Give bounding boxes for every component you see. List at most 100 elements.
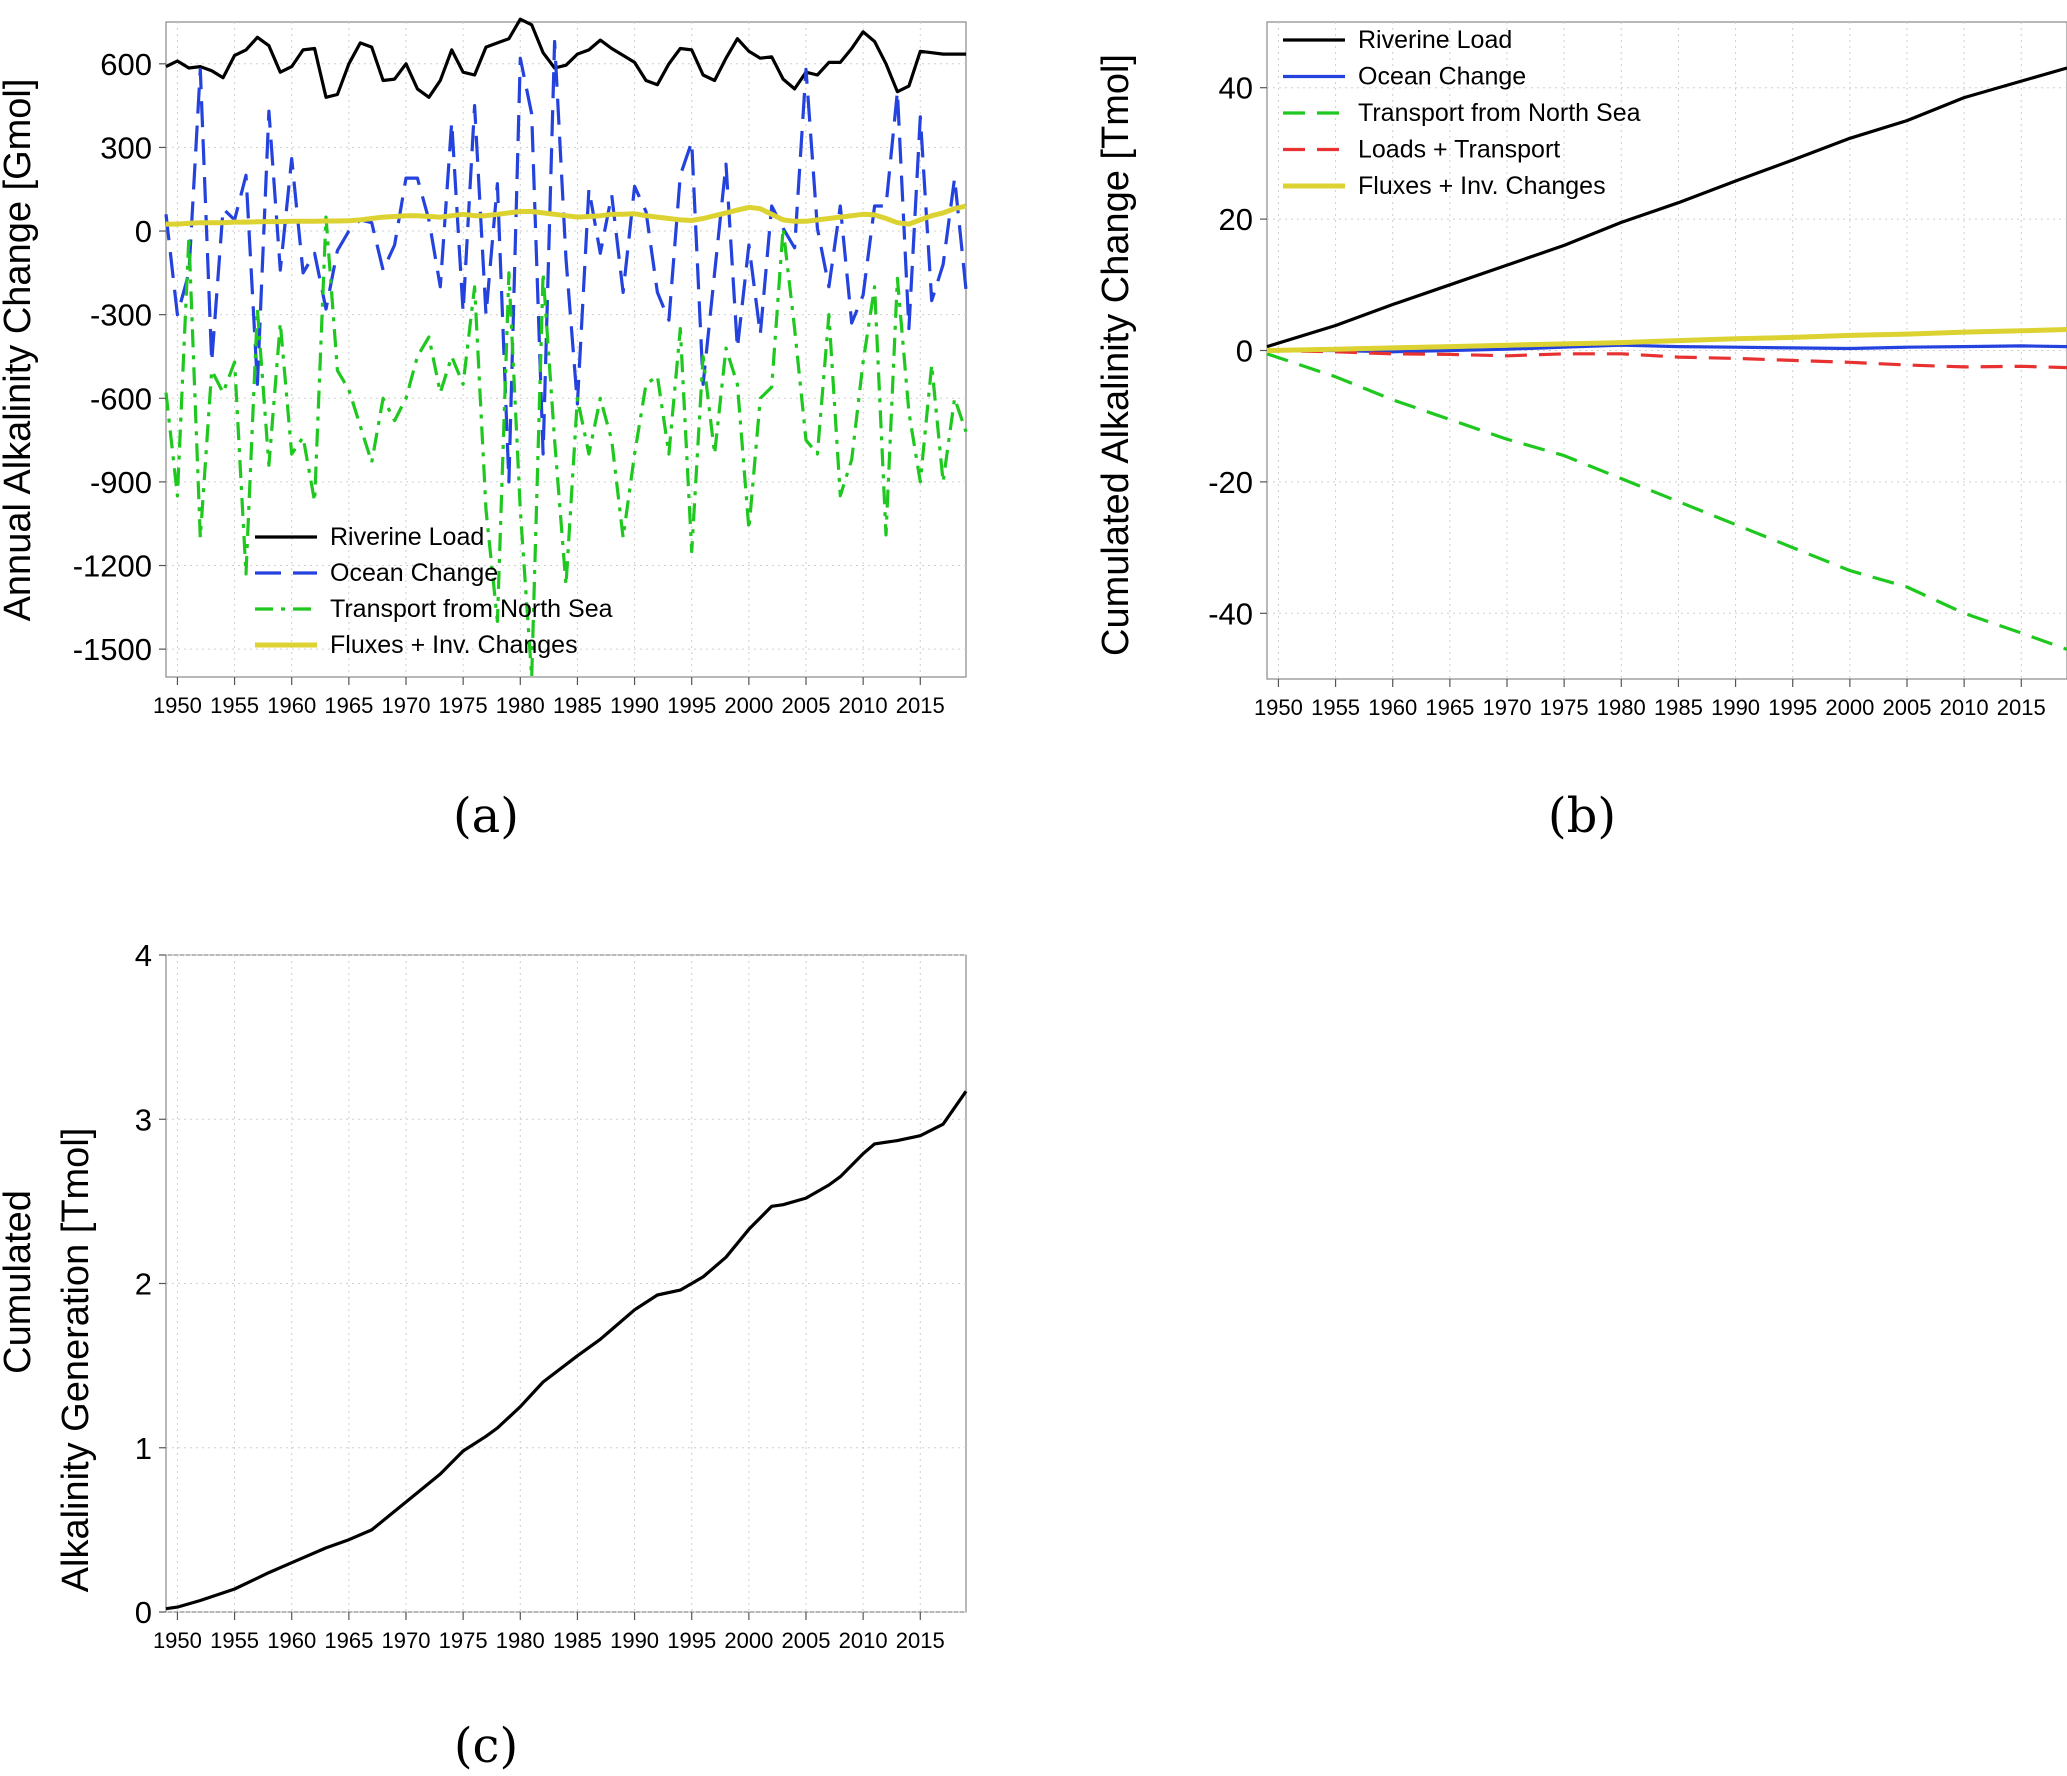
x-tick-label: 1965 — [324, 693, 373, 718]
x-tick-label: 2000 — [724, 1628, 773, 1653]
x-tick-label: 1955 — [210, 693, 259, 718]
x-tick-label: 2015 — [896, 693, 945, 718]
x-tick-label: 1955 — [1311, 695, 1360, 720]
panel-c-caption: (c) — [454, 1718, 518, 1774]
x-tick-label: 1950 — [153, 693, 202, 718]
legend-label: Fluxes + Inv. Changes — [330, 631, 578, 659]
x-tick-label: 1975 — [439, 1628, 488, 1653]
x-tick-label: 1960 — [267, 693, 316, 718]
panel-c-y-ticks: 4 3 2 1 0 — [135, 938, 166, 1630]
y-tick-label: 4 — [135, 938, 152, 973]
series-line-riverine-load — [165, 17, 966, 99]
y-tick-label: 40 — [1219, 71, 1253, 106]
x-tick-label: 1990 — [610, 693, 659, 718]
panel-c-grid — [166, 954, 966, 1613]
x-tick-label: 1985 — [1654, 695, 1703, 720]
y-tick-label: 2 — [135, 1267, 152, 1302]
x-tick-label: 2000 — [724, 693, 773, 718]
x-tick-label: 1965 — [324, 1628, 373, 1653]
panel-c-chart: 4 3 2 1 0 1950 1955 1960 1965 1970 1975 1980 1985 19… — [0, 938, 968, 1774]
x-tick-label: 2005 — [782, 693, 831, 718]
legend-label: Riverine Load — [1358, 26, 1512, 54]
legend-label: Fluxes + Inv. Changes — [1358, 172, 1606, 200]
legend-label: Transport from North Sea — [1358, 99, 1641, 127]
series-line-riverine-load — [1266, 66, 2067, 349]
y-tick-label: -300 — [90, 298, 152, 333]
x-tick-label: 1970 — [382, 693, 431, 718]
x-tick-label: 2015 — [896, 1628, 945, 1653]
x-tick-label: 2010 — [839, 693, 888, 718]
x-tick-label: 2010 — [839, 1628, 888, 1653]
panel-b-y-axis-label: Cumulated Alkalinity Change [Tmol] — [1095, 54, 1137, 656]
x-tick-label: 2010 — [1940, 695, 1989, 720]
legend-label: Transport from North Sea — [330, 595, 613, 623]
x-tick-label: 2000 — [1825, 695, 1874, 720]
panel-a-y-axis-label: Annual Alkalinity Change [Gmol] — [0, 79, 39, 622]
y-tick-label: -1500 — [73, 632, 152, 667]
legend-label: Riverine Load — [330, 523, 484, 551]
y-tick-label: -20 — [1208, 465, 1253, 500]
y-tick-label: 0 — [135, 214, 152, 249]
x-tick-label: 1980 — [496, 1628, 545, 1653]
panel-c-series — [165, 1090, 968, 1611]
panel-b-x-ticks: 1950 1955 1960 1965 1970 1975 1980 1985 1990 1995… — [1254, 679, 2046, 720]
x-tick-label: 1985 — [553, 693, 602, 718]
x-tick-label: 1995 — [667, 1628, 716, 1653]
x-tick-label: 1960 — [1368, 695, 1417, 720]
series-line-loads-transport — [1266, 348, 2067, 370]
panel-c-y-axis-label-line1: Cumulated — [0, 1190, 39, 1374]
x-tick-label: 1970 — [1483, 695, 1532, 720]
y-tick-label: -600 — [90, 381, 152, 416]
x-tick-label: 1980 — [496, 693, 545, 718]
x-tick-label: 1965 — [1425, 695, 1474, 720]
panel-c-x-ticks: 1950 1955 1960 1965 1970 1975 1980 1985 1990 1995… — [153, 1612, 945, 1653]
y-tick-label: 1 — [135, 1431, 152, 1466]
x-tick-label: 1980 — [1597, 695, 1646, 720]
x-tick-label: 1970 — [382, 1628, 431, 1653]
panel-b-y-ticks: 40 20 0 -20 -40 — [1208, 71, 1267, 631]
x-tick-label: 1960 — [267, 1628, 316, 1653]
x-tick-label: 1985 — [553, 1628, 602, 1653]
panel-a-legend: Riverine Load Ocean Change Transport from … — [255, 523, 613, 659]
x-tick-label: 1950 — [153, 1628, 202, 1653]
y-tick-label: 20 — [1219, 202, 1253, 237]
x-tick-label: 2005 — [1883, 695, 1932, 720]
y-tick-label: 0 — [1236, 334, 1253, 369]
panel-a-grid — [166, 22, 966, 677]
panel-b-chart: 40 20 0 -20 -40 1950 1955 1960 1965 1970 1975 1980… — [1095, 21, 2067, 844]
series-line-ocean-change — [1267, 343, 2067, 354]
series-line-fluxes-inv-changes — [166, 203, 967, 227]
x-tick-label: 1995 — [667, 693, 716, 718]
panel-a-x-ticks: 1950 1955 1960 1965 1970 1975 1980 1985 1990 1995… — [153, 677, 945, 718]
x-tick-label: 1995 — [1768, 695, 1817, 720]
y-tick-label: 0 — [135, 1595, 152, 1630]
panel-b-caption: (b) — [1548, 788, 1616, 844]
legend-label: Ocean Change — [1358, 63, 1526, 91]
y-tick-label: -900 — [90, 465, 152, 500]
panel-c-y-axis-label-line2: Alkalinity Generation [Tmol] — [55, 1128, 97, 1593]
panel-a-caption: (a) — [453, 788, 519, 844]
series-line-cumulated-generation — [165, 1090, 968, 1611]
legend-label: Ocean Change — [330, 559, 498, 587]
y-tick-label: -40 — [1208, 596, 1253, 631]
y-tick-label: 3 — [135, 1102, 152, 1137]
y-tick-label: -1200 — [73, 549, 152, 584]
x-tick-label: 1950 — [1254, 695, 1303, 720]
x-tick-label: 2005 — [782, 1628, 831, 1653]
x-tick-label: 1975 — [439, 693, 488, 718]
series-line-transport-from-north-sea — [1266, 352, 2067, 651]
panel-a-series — [164, 17, 968, 679]
series-line-ocean-change — [164, 39, 968, 484]
x-tick-label: 1955 — [210, 1628, 259, 1653]
panel-b-legend: Riverine Load Ocean Change Transport from … — [1283, 26, 1641, 200]
x-tick-label: 1990 — [1711, 695, 1760, 720]
series-line-fluxes-inv-changes — [1266, 327, 2067, 353]
panel-b-series — [1266, 66, 2067, 651]
panel-a-y-ticks: 600 300 0 -300 -600 -900 -1200 -1500 — [73, 47, 166, 667]
legend-label: Loads + Transport — [1358, 136, 1560, 164]
x-tick-label: 2015 — [1997, 695, 2046, 720]
y-tick-label: 600 — [100, 47, 152, 82]
y-tick-label: 300 — [100, 130, 152, 165]
